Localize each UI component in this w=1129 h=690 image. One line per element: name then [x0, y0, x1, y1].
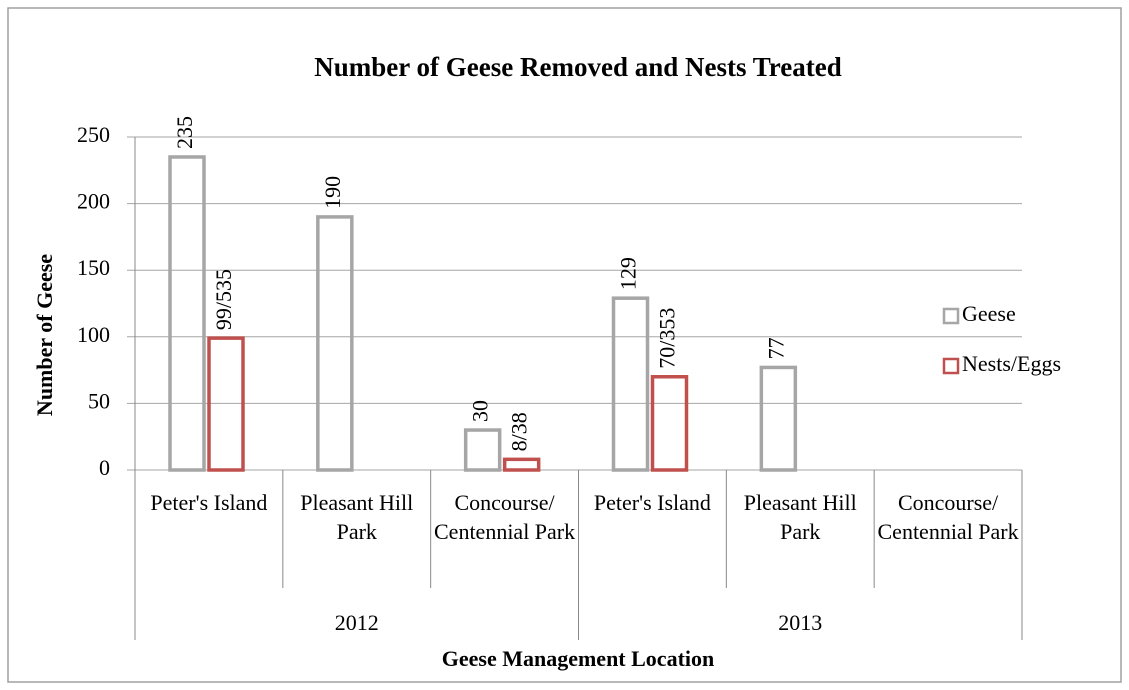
y-tick-label: 150 — [77, 255, 110, 280]
x-tick-label: Peter's Island — [135, 488, 283, 517]
bar — [653, 377, 687, 470]
x-tick-label: Peter's Island — [579, 488, 727, 517]
data-label: 8/38 — [507, 412, 532, 451]
data-label: 129 — [616, 257, 641, 290]
bar — [318, 217, 352, 470]
data-label: 30 — [468, 400, 493, 422]
x-tick-label: Concourse/ Centennial Park — [874, 488, 1022, 546]
chart-container: Number of Geese Removed and Nests Treate… — [0, 0, 1129, 690]
data-label: 190 — [320, 176, 345, 209]
legend-swatch — [944, 309, 958, 323]
chart: Number of Geese Removed and Nests Treate… — [0, 0, 1129, 690]
bar — [505, 459, 539, 470]
bar — [761, 367, 795, 470]
data-label: 235 — [172, 116, 197, 149]
y-axis-title: Number of Geese — [32, 254, 57, 416]
group-label: 2013 — [579, 608, 1023, 637]
y-tick-label: 50 — [88, 388, 110, 413]
legend-swatch — [944, 359, 958, 373]
x-tick-label: Pleasant Hill Park — [283, 488, 431, 546]
y-tick-label: 0 — [99, 455, 110, 480]
legend-label: Nests/Eggs — [962, 351, 1061, 376]
x-tick-label: Concourse/ Centennial Park — [431, 488, 579, 546]
bar — [209, 338, 243, 470]
legend-label: Geese — [962, 301, 1016, 326]
data-label: 99/535 — [211, 269, 236, 330]
chart-title: Number of Geese Removed and Nests Treate… — [314, 52, 841, 82]
x-tick-label: Pleasant Hill Park — [726, 488, 874, 546]
data-label: 70/353 — [655, 308, 680, 369]
y-tick-label: 200 — [77, 189, 110, 214]
x-axis-title: Geese Management Location — [442, 646, 715, 671]
group-label: 2012 — [135, 608, 579, 637]
y-tick-label: 250 — [77, 122, 110, 147]
chart-border — [8, 8, 1121, 682]
bar — [466, 430, 500, 470]
data-label: 77 — [763, 337, 788, 359]
y-tick-label: 100 — [77, 322, 110, 347]
bar — [614, 298, 648, 470]
